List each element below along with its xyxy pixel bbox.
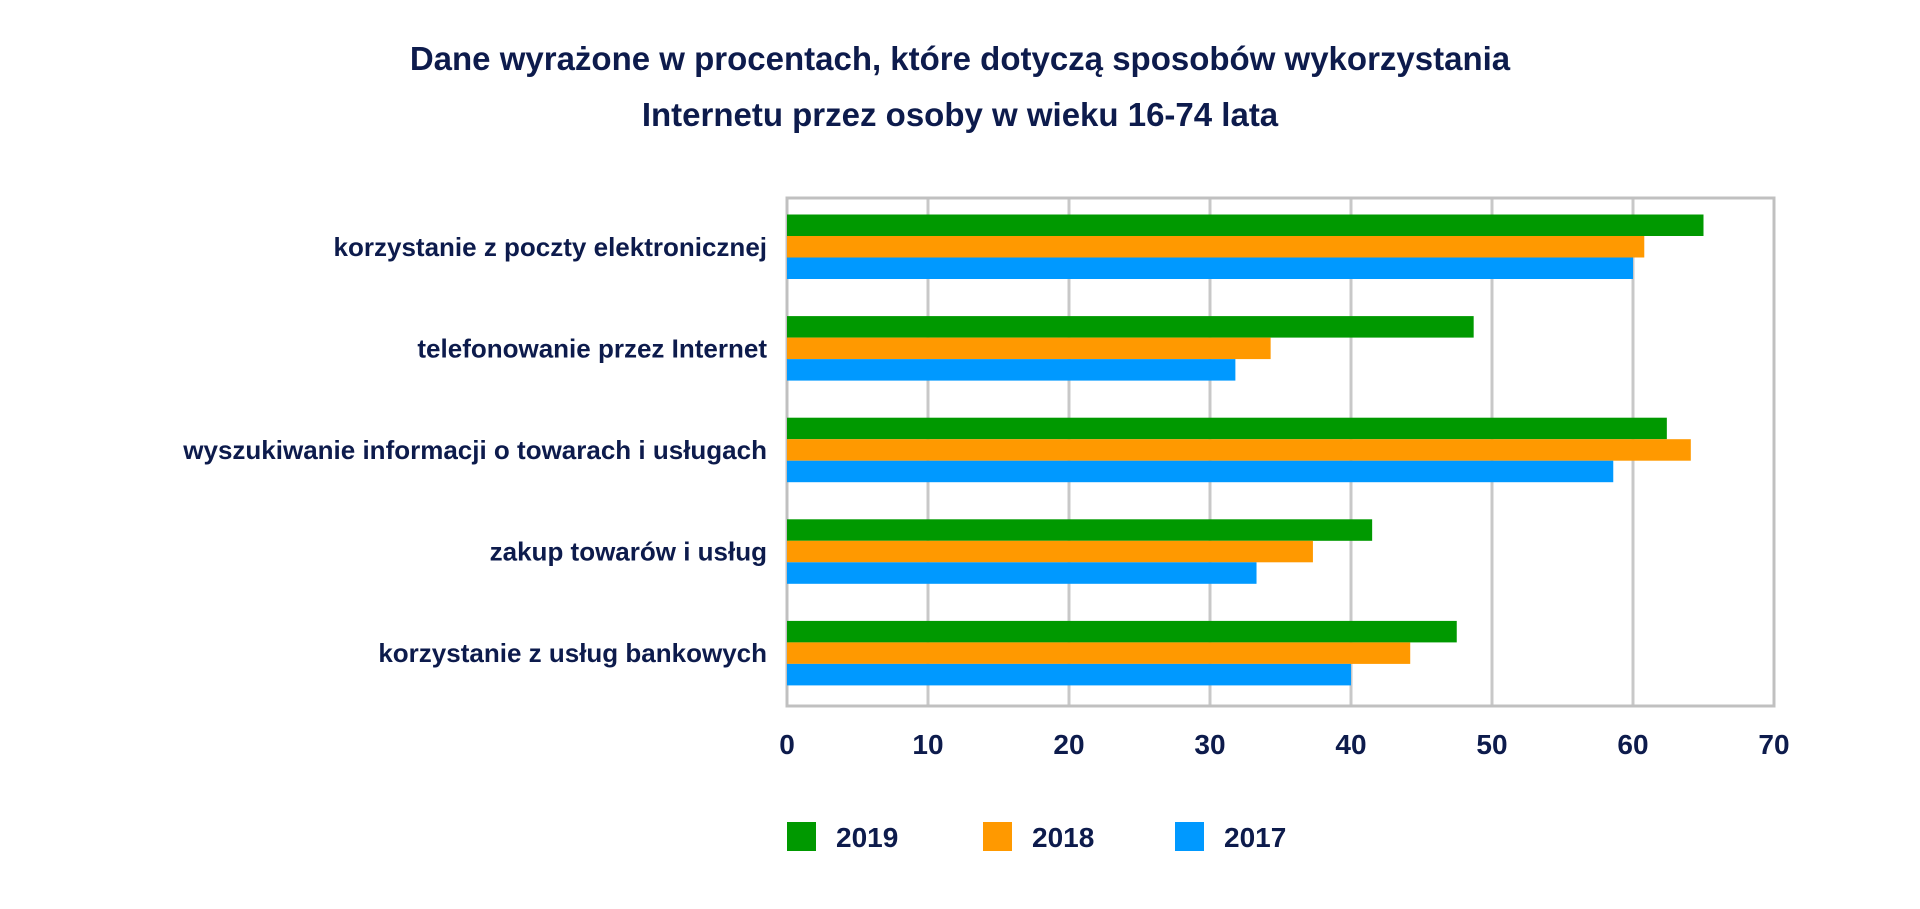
legend-swatch-2018 — [983, 822, 1012, 851]
bar-2019 — [787, 620, 1457, 643]
legend-label-2017: 2017 — [1224, 822, 1286, 853]
bar-2018 — [787, 642, 1411, 664]
legend-swatch-2017 — [1175, 822, 1204, 851]
bar-2018 — [787, 540, 1313, 563]
bar-2017 — [787, 663, 1351, 686]
legend-swatch-2019 — [787, 822, 816, 851]
bar-2017 — [787, 257, 1633, 279]
bar-2018 — [787, 236, 1645, 258]
x-tick-label: 20 — [1053, 729, 1084, 760]
bar-2019 — [787, 316, 1474, 338]
bar-2018 — [787, 439, 1691, 461]
legend-label-2019: 2019 — [836, 822, 898, 853]
x-tick-label: 30 — [1194, 729, 1225, 760]
bar-2017 — [787, 562, 1257, 584]
bar-2018 — [787, 337, 1271, 360]
legend-label-2018: 2018 — [1032, 822, 1094, 853]
category-label: telefonowanie przez Internet — [417, 333, 767, 363]
bar-2019 — [787, 519, 1373, 541]
x-tick-label: 60 — [1617, 729, 1648, 760]
chart-title-line-1: Dane wyrażone w procentach, które dotycz… — [409, 40, 1511, 77]
category-label: korzystanie z usług bankowych — [378, 638, 767, 668]
x-tick-label: 0 — [779, 729, 795, 760]
bar-2019 — [787, 417, 1667, 440]
bar-2017 — [787, 460, 1614, 483]
chart-title-line-2: Internetu przez osoby w wieku 16-74 lata — [641, 96, 1279, 133]
x-tick-label: 70 — [1758, 729, 1789, 760]
x-tick-label: 10 — [912, 729, 943, 760]
x-tick-label: 50 — [1476, 729, 1507, 760]
category-label: zakup towarów i usług — [490, 537, 767, 567]
x-tick-label: 40 — [1335, 729, 1366, 760]
bar-2017 — [787, 359, 1236, 381]
bar-2019 — [787, 214, 1704, 236]
category-label: korzystanie z poczty elektronicznej — [334, 232, 767, 262]
category-label: wyszukiwanie informacji o towarach i usł… — [182, 435, 767, 465]
